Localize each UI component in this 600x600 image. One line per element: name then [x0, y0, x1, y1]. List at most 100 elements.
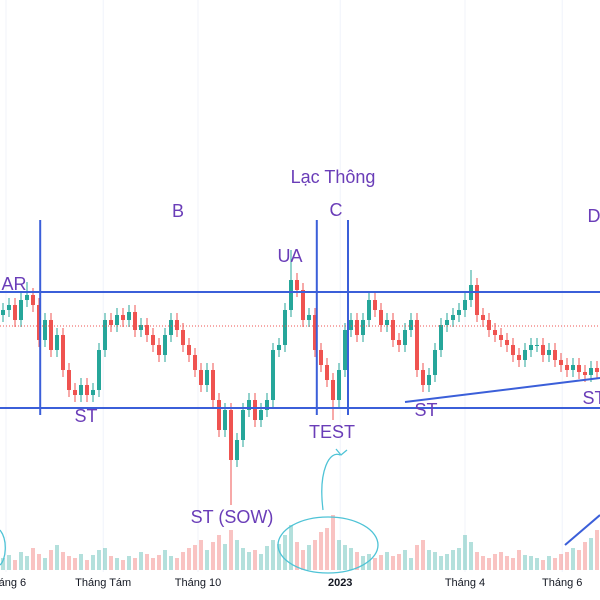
candle-body: [205, 370, 209, 385]
volume-circle: [277, 516, 379, 574]
annotation: ST: [74, 406, 97, 426]
candle-body: [361, 320, 365, 335]
annotation: D: [588, 206, 600, 226]
volume-bar: [499, 552, 503, 570]
volume-bar: [343, 545, 347, 570]
volume-bar: [7, 555, 11, 570]
volume-bar: [577, 550, 581, 570]
volume-bar: [529, 556, 533, 570]
volume-bar: [439, 556, 443, 570]
x-tick-label: 2023: [328, 577, 352, 589]
volume-bar: [553, 558, 557, 570]
volume-bar: [403, 550, 407, 570]
candle-body: [253, 400, 257, 420]
volume-bar: [199, 540, 203, 570]
candle-body: [409, 320, 413, 330]
volume-circle-left: [0, 529, 6, 566]
candle-body: [259, 410, 263, 420]
volume-bar: [73, 558, 77, 570]
volume-bar: [133, 558, 137, 570]
candle-body: [457, 310, 461, 315]
volume-bar: [31, 548, 35, 570]
candle-body: [85, 385, 89, 395]
candle-body: [7, 305, 11, 310]
volume-bar: [115, 558, 119, 570]
volume-bar: [313, 540, 317, 570]
volume-bar: [121, 560, 125, 570]
volume-bar: [175, 558, 179, 570]
candle-body: [247, 400, 251, 410]
candle-body: [1, 310, 5, 315]
volume-bar: [169, 556, 173, 570]
candle-body: [337, 370, 341, 400]
annotation: B: [172, 201, 184, 221]
candle-body: [577, 365, 581, 372]
candle-body: [91, 390, 95, 395]
candle-body: [115, 315, 119, 325]
volume-bar: [379, 555, 383, 570]
volume-bar: [211, 542, 215, 570]
candle-body: [43, 320, 47, 340]
x-tick-label: Tháng 4: [445, 577, 485, 589]
candle-body: [559, 360, 563, 365]
volume-bar: [283, 535, 287, 570]
candle-body: [439, 325, 443, 350]
volume-bar: [481, 556, 485, 570]
candle-body: [139, 325, 143, 330]
candle-body: [385, 320, 389, 325]
candle-body: [55, 335, 59, 350]
candle-body: [427, 375, 431, 385]
candle-body: [571, 365, 575, 370]
candle-body: [421, 370, 425, 385]
grid: [5, 0, 563, 572]
volume-bar: [517, 550, 521, 570]
candle-body: [529, 345, 533, 350]
volume-bar: [493, 554, 497, 570]
volume-bar: [571, 548, 575, 570]
annotation: ST: [414, 400, 437, 420]
candle-body: [505, 340, 509, 345]
candle-body: [73, 390, 77, 395]
volume-bar: [1, 558, 5, 570]
volume-bar: [109, 556, 113, 570]
candle-body: [397, 340, 401, 345]
volume-bar: [295, 542, 299, 570]
candle-body: [109, 320, 113, 325]
candle-body: [25, 295, 29, 300]
candle-body: [79, 385, 83, 395]
candle-body: [193, 355, 197, 370]
volume-bar: [223, 544, 227, 570]
candle-body: [343, 330, 347, 370]
candle-body: [517, 355, 521, 360]
volume-bar: [427, 550, 431, 570]
volume-bar: [97, 550, 101, 570]
volume-bar: [361, 556, 365, 570]
candle-body: [289, 280, 293, 310]
volume-bar: [469, 542, 473, 570]
volume-bar: [457, 548, 461, 570]
volume-bar: [277, 544, 281, 570]
candle-body: [475, 285, 479, 315]
candle-body: [481, 315, 485, 320]
candle-body: [307, 315, 311, 320]
volume-bar: [49, 550, 53, 570]
volume-bar: [253, 550, 257, 570]
volume-bar: [157, 555, 161, 570]
candle-body: [403, 330, 407, 345]
volume-bar: [79, 554, 83, 570]
candle-body: [265, 400, 269, 410]
candle-body: [331, 380, 335, 400]
volume-bar: [61, 552, 65, 570]
annotation: UA: [277, 246, 302, 266]
x-tick-label: Tháng 10: [175, 577, 221, 589]
candle-body: [301, 290, 305, 320]
candle-body: [487, 320, 491, 330]
candle-body: [163, 335, 167, 355]
candle-body: [451, 315, 455, 320]
candle-body: [583, 372, 587, 375]
volume-bar: [259, 554, 263, 570]
volume-bar: [25, 556, 29, 570]
trendline: [404, 377, 600, 403]
volume-bar: [67, 556, 71, 570]
